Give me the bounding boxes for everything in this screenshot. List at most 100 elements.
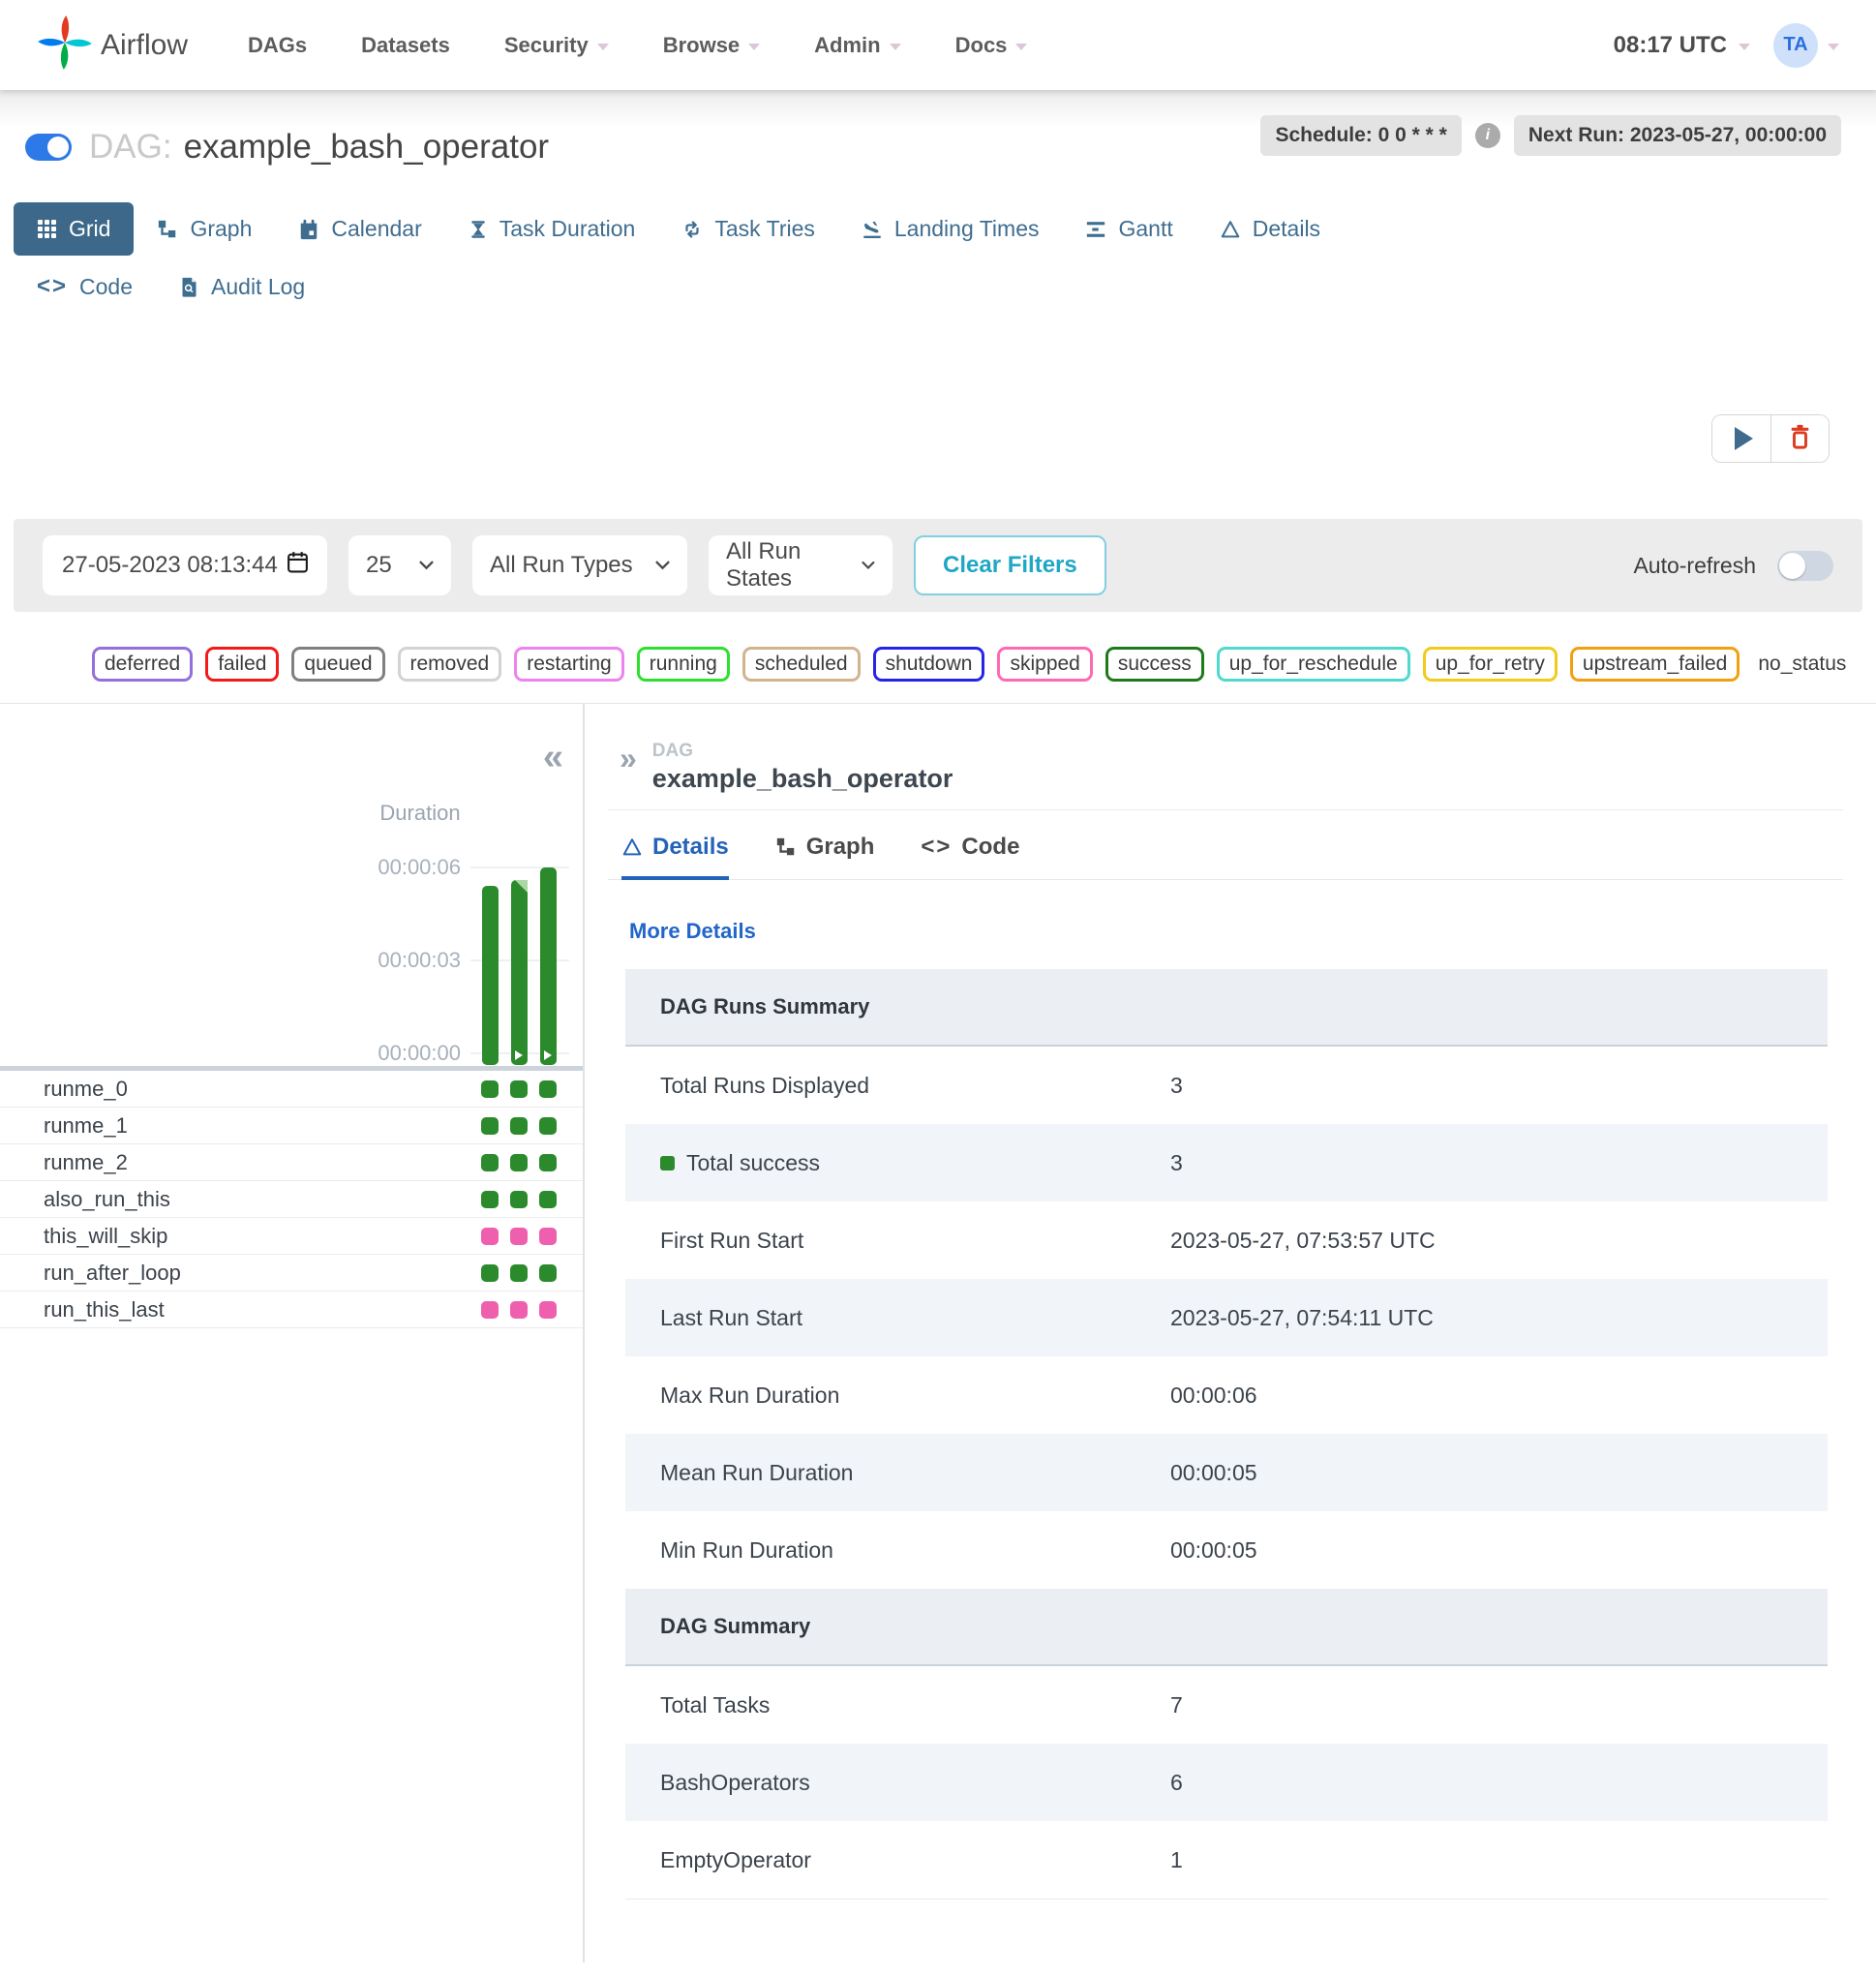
chart-title: Duration [379, 801, 461, 825]
status-legend-removed[interactable]: removed [397, 647, 502, 682]
details-row-value: 7 [1170, 1691, 1183, 1718]
dag-run-bar[interactable] [482, 886, 499, 1065]
auto-refresh-label: Auto-refresh [1633, 552, 1756, 578]
tab-audit-log[interactable]: Audit Log [156, 260, 328, 314]
task-instance-square[interactable] [481, 1300, 499, 1319]
task-name[interactable]: runme_2 [44, 1149, 128, 1174]
tab-landing-times[interactable]: Landing Times [838, 202, 1063, 256]
task-instance-square[interactable] [481, 1190, 499, 1208]
dag-pause-toggle[interactable] [25, 134, 72, 161]
task-instance-square[interactable] [539, 1190, 557, 1208]
tab-task-duration[interactable]: Task Duration [445, 202, 659, 256]
dag-run-bar[interactable] [511, 879, 528, 1065]
task-name[interactable]: also_run_this [44, 1186, 170, 1211]
run-types-select[interactable]: All Run Types [472, 535, 687, 595]
airflow-brand[interactable]: Airflow [37, 15, 188, 76]
task-instance-square[interactable] [539, 1300, 557, 1319]
run-duration-chart: Duration 00:00:06 00:00:03 00:00:00 [0, 704, 583, 1066]
tab-code[interactable]: <> Code [37, 273, 134, 299]
task-instance-square[interactable] [481, 1153, 499, 1171]
status-legend-up_for_retry[interactable]: up_for_retry [1422, 647, 1558, 682]
tab-grid[interactable]: Grid [14, 202, 135, 256]
run-states-select[interactable]: All Run States [709, 535, 893, 595]
task-instance-square[interactable] [481, 1227, 499, 1245]
task-instance-square[interactable] [539, 1153, 557, 1171]
calendar-icon [298, 219, 319, 240]
task-name[interactable]: run_after_loop [44, 1260, 181, 1285]
status-legend-skipped[interactable]: skipped [997, 647, 1093, 682]
date-field[interactable] [62, 552, 281, 579]
utc-clock-dropdown[interactable]: 08:17 UTC [1614, 32, 1750, 59]
status-legend-running[interactable]: running [636, 647, 730, 682]
play-icon [1734, 427, 1753, 450]
status-legend-upstream_failed[interactable]: upstream_failed [1569, 647, 1740, 682]
details-row-label: EmptyOperator [660, 1846, 811, 1872]
details-row-value: 3 [1170, 1072, 1183, 1098]
tab-gantt[interactable]: Gantt [1062, 202, 1195, 256]
panel-tab-details[interactable]: Details [621, 834, 729, 880]
graph-icon [157, 219, 178, 240]
tab-task-tries[interactable]: Task Tries [658, 202, 838, 256]
details-panel: » DAG example_bash_operator Details Grap… [585, 704, 1876, 1962]
task-name[interactable]: this_will_skip [44, 1223, 168, 1248]
status-legend-restarting[interactable]: restarting [514, 647, 624, 682]
nav-item-admin[interactable]: Admin [787, 33, 927, 58]
tab-details[interactable]: Details [1196, 202, 1344, 256]
task-name[interactable]: runme_1 [44, 1112, 128, 1138]
task-instance-square[interactable] [481, 1079, 499, 1098]
status-legend-failed[interactable]: failed [205, 647, 280, 682]
task-instance-square[interactable] [539, 1079, 557, 1098]
status-legend-success[interactable]: success [1104, 647, 1204, 682]
status-legend-up_for_reschedule[interactable]: up_for_reschedule [1216, 647, 1410, 682]
nav-item-browse[interactable]: Browse [636, 33, 787, 58]
task-instance-square[interactable] [510, 1263, 528, 1282]
status-legend-shutdown[interactable]: shutdown [872, 647, 985, 682]
task-row: run_after_loop [0, 1255, 583, 1292]
run-note-corner [515, 879, 528, 893]
task-instance-square[interactable] [510, 1116, 528, 1135]
nav-item-docs[interactable]: Docs [928, 33, 1055, 58]
task-instance-square[interactable] [510, 1227, 528, 1245]
status-legend-deferred[interactable]: deferred [92, 647, 194, 682]
collapse-panel-icon[interactable]: « [542, 737, 563, 777]
task-instance-square[interactable] [510, 1079, 528, 1098]
panel-tabs: Details Graph <> Code [608, 810, 1843, 880]
details-row: Mean Run Duration 00:00:05 [625, 1434, 1828, 1511]
base-date-input[interactable] [43, 535, 327, 595]
tab-calendar[interactable]: Calendar [275, 202, 444, 256]
auto-refresh-toggle[interactable] [1777, 550, 1833, 581]
calendar-picker-icon[interactable] [286, 550, 310, 581]
nav-item-security[interactable]: Security [477, 33, 636, 58]
details-row-value: 00:00:05 [1170, 1536, 1257, 1563]
nav-item-datasets[interactable]: Datasets [361, 32, 450, 57]
panel-tab-code[interactable]: <> Code [921, 834, 1020, 860]
expand-panel-icon[interactable]: » [620, 741, 637, 775]
info-icon[interactable]: i [1474, 123, 1500, 148]
delete-dag-button[interactable] [1770, 415, 1829, 462]
trigger-dag-button[interactable] [1712, 415, 1770, 462]
task-instance-square[interactable] [539, 1263, 557, 1282]
task-instance-square[interactable] [539, 1227, 557, 1245]
panel-tab-graph[interactable]: Graph [775, 834, 874, 880]
task-instance-square[interactable] [510, 1190, 528, 1208]
details-row-label: Last Run Start [660, 1304, 803, 1330]
task-name[interactable]: runme_0 [44, 1076, 128, 1101]
run-types-value: All Run Types [490, 552, 633, 578]
task-instance-square[interactable] [539, 1116, 557, 1135]
task-name[interactable]: run_this_last [44, 1296, 165, 1322]
task-instance-square[interactable] [481, 1116, 499, 1135]
status-legend-queued[interactable]: queued [291, 647, 385, 682]
page-size-select[interactable]: 25 [348, 535, 451, 595]
nav-item-dags[interactable]: DAGs [248, 32, 308, 57]
more-details-link[interactable]: More Details [629, 919, 756, 943]
task-instance-square[interactable] [481, 1263, 499, 1282]
task-instance-square[interactable] [510, 1153, 528, 1171]
status-legend-scheduled[interactable]: scheduled [741, 647, 861, 682]
task-instance-square[interactable] [510, 1300, 528, 1319]
top-navbar: Airflow DAGs Datasets Security Browse Ad… [0, 0, 1876, 90]
dag-run-bar[interactable] [540, 867, 557, 1065]
tab-graph[interactable]: Graph [134, 202, 275, 256]
clear-filters-button[interactable]: Clear Filters [914, 535, 1106, 595]
user-menu[interactable]: TA [1773, 22, 1839, 68]
success-swatch-icon [660, 1155, 675, 1170]
